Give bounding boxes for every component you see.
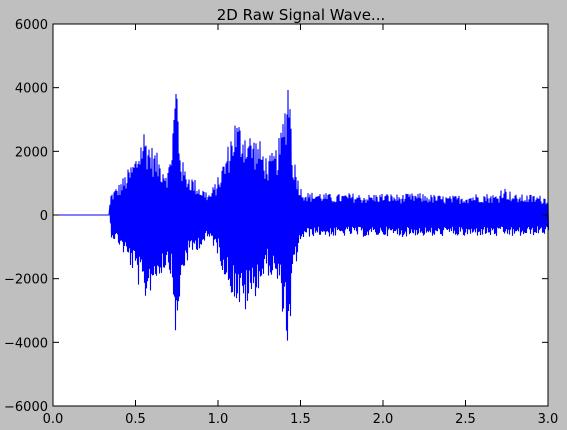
y-tick-label: −4000 bbox=[4, 336, 48, 351]
x-tick-label: 2.5 bbox=[455, 412, 476, 427]
y-tick-label: −2000 bbox=[4, 273, 48, 288]
x-tick-label: 0.0 bbox=[43, 412, 64, 427]
y-tick-label: −6000 bbox=[4, 400, 48, 415]
x-tick-label: 1.0 bbox=[208, 412, 229, 427]
chart-title: 2D Raw Signal Wave... bbox=[217, 6, 386, 24]
series-layer bbox=[53, 90, 550, 341]
y-tick-label: 4000 bbox=[15, 82, 48, 97]
y-tick-label: 0 bbox=[40, 209, 48, 224]
axis-ticks: 0.0 0.5 1.0 1.5 2.0 2.5 3.0 −6000 −4000 −2000 0 200… bbox=[4, 18, 558, 427]
y-tick-label: 2000 bbox=[15, 145, 48, 160]
signal-series-line-0 bbox=[53, 90, 550, 341]
x-tick-label: 3.0 bbox=[538, 412, 559, 427]
x-tick-label: 2.0 bbox=[373, 412, 394, 427]
x-tick-label: 0.5 bbox=[125, 412, 146, 427]
x-tick-label: 1.5 bbox=[290, 412, 311, 427]
y-tick-label: 6000 bbox=[15, 18, 48, 33]
